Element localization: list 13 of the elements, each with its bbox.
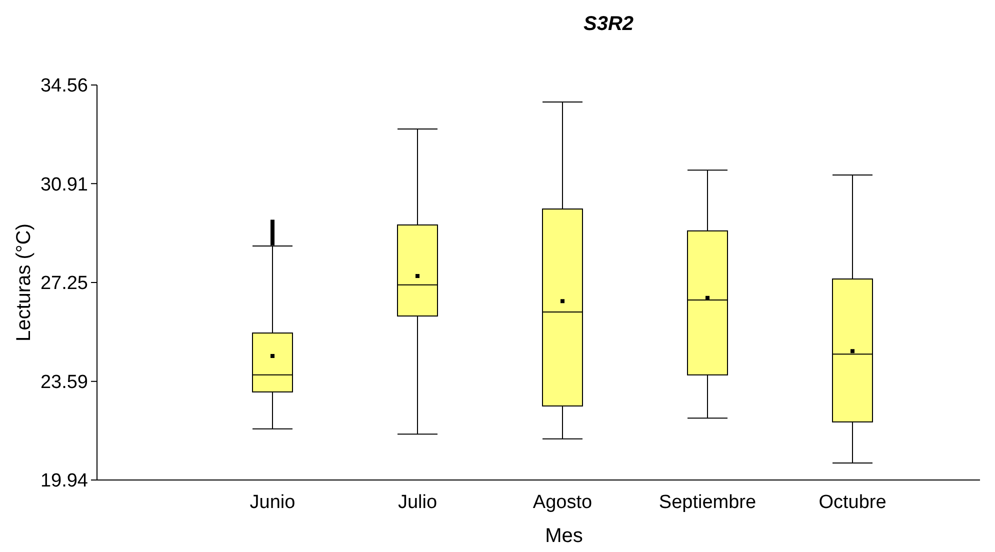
- x-tick-label: Julio: [398, 492, 438, 513]
- x-axis-title: Mes: [545, 525, 583, 547]
- y-tick-label: 23.59: [40, 372, 88, 394]
- x-tick-label: Octubre: [818, 492, 886, 513]
- x-tick-label: Septiembre: [658, 492, 756, 513]
- y-tick-label: 34.56: [40, 76, 88, 97]
- y-tick-label: 30.91: [40, 174, 88, 196]
- x-tick-label: Junio: [250, 492, 296, 513]
- x-tick-label: Agosto: [532, 492, 592, 513]
- y-axis-title: Lecturas (°C): [13, 223, 35, 342]
- y-tick-label: 27.25: [40, 273, 88, 294]
- y-tick-label: 19.94: [40, 470, 88, 492]
- chart-title: S3R2: [583, 13, 634, 35]
